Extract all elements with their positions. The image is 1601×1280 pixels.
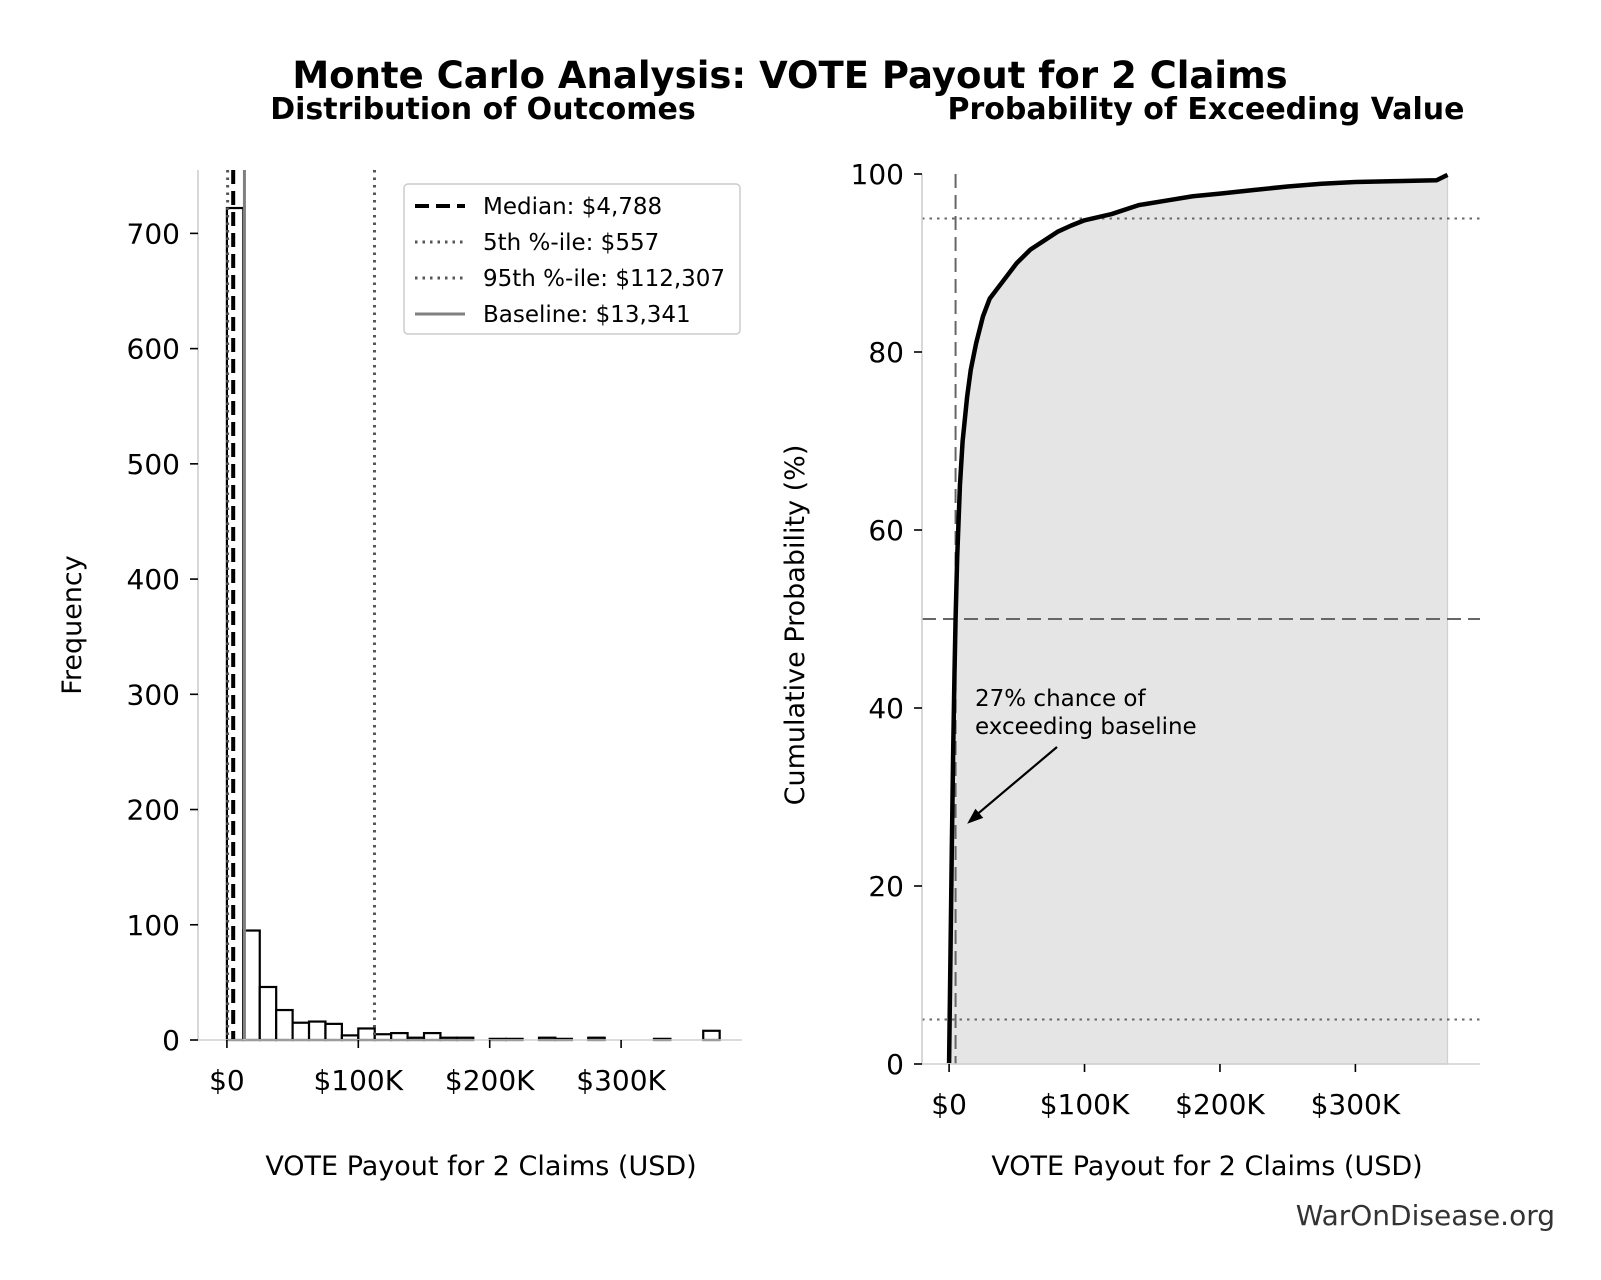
- histogram-x-axis-label: VOTE Payout for 2 Claims (USD): [265, 1151, 696, 1182]
- histogram-y-tick-label: 400: [127, 563, 180, 596]
- cdf-x-tick-label: $0: [931, 1088, 967, 1121]
- histogram-x-tick-label: $0: [209, 1064, 245, 1097]
- annotation-line-1: 27% chance of: [975, 686, 1147, 712]
- histogram-axes: 0 100 200 300 400 500 600 700 $0 $100K $200K $300K: [127, 170, 742, 1097]
- histogram-y-tick-label: 600: [127, 333, 180, 366]
- histogram-bar: [324, 1022, 343, 1042]
- histogram-bar: [307, 1020, 327, 1042]
- histogram-y-tick-label: 300: [127, 678, 180, 711]
- histogram-bar: [357, 1027, 376, 1042]
- cdf-axes: 0 20 40 60 80 100 $0 $100K $200K $300K: [851, 158, 1480, 1121]
- annotation-line-2: exceeding baseline: [975, 714, 1197, 740]
- histogram-bar: [275, 1008, 294, 1042]
- histogram-reference-lines: [226, 170, 376, 1040]
- legend-label-p95: 95th %-ile: $112,307: [483, 266, 725, 292]
- histogram-bar: [291, 1021, 311, 1042]
- histogram-bar: [702, 1029, 721, 1042]
- cdf-curve: [946, 172, 1449, 1064]
- legend-label-p5: 5th %-ile: $557: [483, 230, 659, 256]
- histogram-x-tick-label: $200K: [445, 1064, 535, 1097]
- histogram-title: Distribution of Outcomes: [270, 92, 696, 127]
- histogram-y-tick-label: 500: [127, 448, 180, 481]
- histogram-bar: [258, 985, 278, 1042]
- figure-title: Monte Carlo Analysis: VOTE Payout for 2 …: [292, 54, 1287, 97]
- histogram-x-tick-label: $100K: [313, 1064, 403, 1097]
- histogram-y-tick-label: 200: [127, 794, 180, 827]
- cdf-annotation: 27% chance of exceeding baseline: [967, 686, 1197, 824]
- histogram-y-tick-label: 0: [162, 1024, 180, 1057]
- legend-label-baseline: Baseline: $13,341: [483, 302, 691, 328]
- cdf-y-tick-label: 80: [868, 336, 904, 369]
- cdf-y-tick-label: 60: [868, 514, 904, 547]
- histogram-y-tick-label: 700: [127, 217, 180, 250]
- annotation-arrow-shaft: [972, 746, 1058, 819]
- histogram-bar: [390, 1031, 409, 1042]
- cdf-x-tick-label: $100K: [1040, 1088, 1130, 1121]
- histogram-x-tick-label: $300K: [576, 1064, 666, 1097]
- cdf-plot-area: [922, 172, 1480, 1065]
- credit-text: WarOnDisease.org: [1296, 1199, 1555, 1232]
- cdf-y-tick-label: 40: [868, 692, 904, 725]
- histogram-y-axis-label: Frequency: [57, 555, 88, 695]
- annotation-arrow-head: [967, 808, 984, 824]
- cdf-x-tick-label: $300K: [1311, 1088, 1401, 1121]
- histogram-bar: [373, 1033, 393, 1042]
- histogram-bar: [422, 1031, 442, 1042]
- legend-frame: [403, 183, 741, 335]
- annotation-arrow: [967, 746, 1058, 824]
- histogram-legend: Median: $4,788 5th %-ile: $557 95th %-ile:…: [403, 183, 741, 335]
- histogram-bars: [225, 206, 721, 1042]
- cdf-panel: Probability of Exceeding Value 0 20 40 60 80…: [780, 92, 1480, 1182]
- histogram-y-tick-label: 100: [127, 909, 180, 942]
- cdf-y-tick-label: 100: [851, 158, 904, 191]
- cdf-y-axis-label: Cumulative Probability (%): [780, 445, 811, 806]
- cdf-title: Probability of Exceeding Value: [947, 92, 1464, 127]
- cdf-x-tick-label: $200K: [1175, 1088, 1265, 1121]
- cdf-x-axis-label: VOTE Payout for 2 Claims (USD): [991, 1151, 1422, 1182]
- cdf-y-tick-label: 0: [886, 1048, 904, 1081]
- cdf-y-tick-label: 20: [868, 870, 904, 903]
- histogram-panel: Distribution of Outcomes 0 100 200 300 400 50…: [57, 92, 742, 1182]
- legend-label-median: Median: $4,788: [483, 194, 662, 220]
